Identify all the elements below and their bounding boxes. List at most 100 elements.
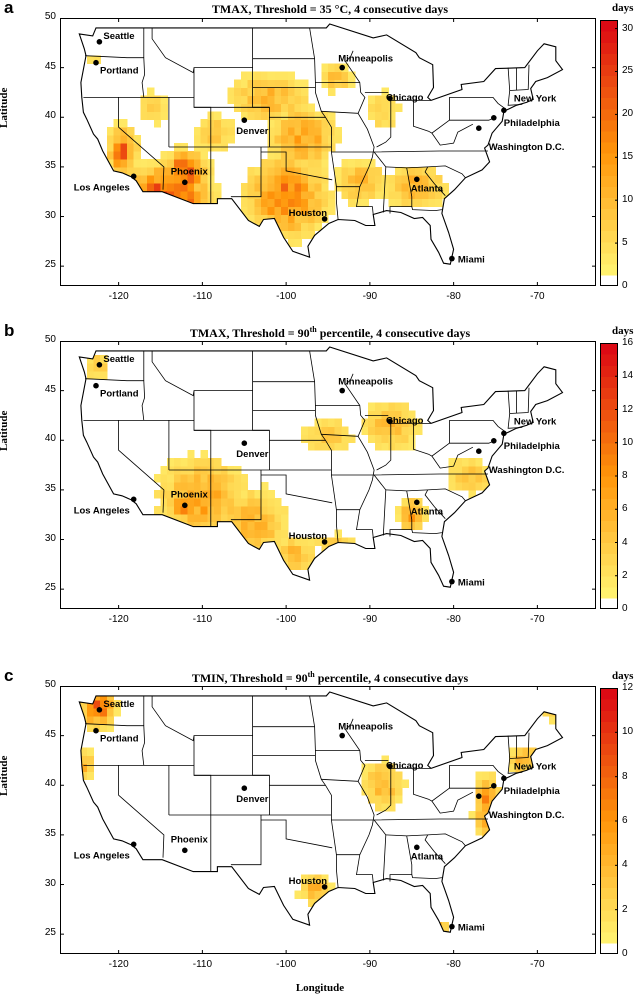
city-label: Phoenix — [171, 166, 209, 177]
colorbar-tick-label: 16 — [622, 337, 634, 348]
y-axis-label: Latitude — [0, 410, 10, 451]
y-tick-label: 30 — [44, 209, 56, 221]
colorbar-tick-label: 0 — [622, 603, 628, 614]
colorbar-step — [600, 487, 618, 499]
colorbar-step — [600, 821, 618, 833]
x-tick-label: -120 — [108, 959, 129, 970]
city-dot — [96, 707, 103, 713]
y-tick-label: 30 — [44, 532, 56, 544]
y-tick-label: 25 — [44, 927, 56, 939]
colorbar-step — [600, 509, 618, 521]
panel-title: TMIN, Threshold = 90th percentile, 4 con… — [191, 670, 469, 685]
y-tick-label: 45 — [44, 60, 56, 72]
city-label: Portland — [100, 389, 139, 400]
city-dot — [501, 107, 507, 114]
x-tick-label: -110 — [192, 614, 213, 625]
colorbar-step — [600, 464, 618, 477]
city-dot — [130, 173, 137, 180]
colorbar-tick-label: 0 — [622, 280, 628, 291]
colorbar-step — [600, 119, 618, 132]
colorbar-step — [600, 832, 618, 844]
colorbar-tick-label: 25 — [622, 65, 634, 77]
colorbar-step — [600, 809, 618, 822]
colorbar-step — [600, 241, 618, 254]
colorbar-step — [600, 64, 618, 76]
colorbar-step — [600, 931, 618, 944]
colorbar-step — [600, 876, 618, 889]
city-label: Denver — [236, 449, 269, 460]
colorbar-step — [600, 898, 618, 911]
city-label: Miami — [458, 255, 485, 266]
city-label: Seattle — [103, 699, 134, 710]
city-label: Los Angeles — [74, 505, 130, 516]
colorbar-step — [600, 343, 618, 355]
city-dot — [130, 841, 137, 848]
us-outline — [78, 346, 564, 588]
city-dot — [321, 539, 328, 545]
city-label: Minneapolis — [338, 54, 393, 65]
x-tick-label: -120 — [108, 614, 129, 625]
city-dot — [93, 382, 99, 389]
y-tick-label: 35 — [44, 827, 56, 839]
city-label: Philadelphia — [504, 441, 561, 452]
city-label: Philadelphia — [504, 786, 561, 797]
colorbar-tick-label: 12 — [622, 682, 634, 693]
city-dot — [339, 64, 346, 71]
city-label: Atlanta — [411, 506, 444, 517]
colorbar-step — [600, 53, 618, 65]
city-dot — [182, 179, 188, 186]
city-label: Denver — [236, 126, 269, 137]
y-tick-label: 25 — [44, 582, 56, 594]
colorbar-step — [600, 710, 618, 722]
city-dot — [387, 763, 393, 770]
city-dot — [321, 216, 328, 222]
colorbar-step — [600, 141, 618, 154]
city-dot — [321, 884, 328, 890]
axis-ticks — [60, 341, 596, 609]
colorbar-step — [600, 776, 618, 789]
city-label: Philadelphia — [504, 118, 561, 129]
city-dot — [241, 440, 248, 446]
city-dot — [241, 117, 248, 123]
y-axis-label: Latitude — [0, 755, 10, 796]
colorbar-tick-label: 5 — [622, 237, 628, 249]
x-tick-label: -110 — [192, 291, 213, 302]
panel-title: TMAX, Threshold = 90th percentile, 4 con… — [189, 325, 471, 340]
city-dot — [476, 448, 482, 454]
colorbar-step — [600, 365, 618, 377]
y-tick-label: 50 — [44, 679, 56, 690]
city-label: Miami — [458, 923, 485, 934]
colorbar-step — [600, 263, 618, 276]
city-label: Los Angeles — [74, 850, 130, 861]
colorbar-step — [600, 920, 618, 933]
panel-title: TMAX, Threshold = 35 °C, 4 consecutive d… — [211, 2, 449, 16]
panel-label: b — [4, 321, 15, 340]
y-tick-label: 40 — [44, 433, 56, 445]
colorbar-step — [600, 274, 618, 286]
x-tick-label: -90 — [362, 614, 378, 625]
colorbar-step — [600, 531, 618, 544]
colorbar-step — [600, 765, 618, 778]
colorbar-step — [600, 219, 618, 232]
colorbar-step — [600, 197, 618, 209]
colorbar-step — [600, 586, 618, 599]
state-borders — [83, 695, 530, 888]
x-tick-label: -90 — [362, 291, 378, 302]
city-label: Miami — [458, 578, 485, 589]
colorbar-step — [600, 108, 618, 121]
city-dot — [414, 176, 420, 183]
y-tick-label: 40 — [44, 110, 56, 122]
x-tick-label: -90 — [362, 959, 378, 970]
colorbar-step — [600, 564, 618, 577]
city-dot — [339, 732, 346, 739]
colorbar-tick-label: 4 — [622, 536, 628, 548]
x-tick-label: -100 — [276, 614, 297, 625]
city-dot — [501, 775, 507, 782]
colorbar-tick-label: 4 — [622, 859, 628, 871]
city-dot — [93, 727, 99, 734]
city-dot — [491, 115, 497, 121]
us-outline — [78, 691, 564, 933]
colorbar-step — [600, 31, 618, 43]
colorbar-step — [600, 130, 618, 143]
city-dot — [449, 923, 455, 930]
